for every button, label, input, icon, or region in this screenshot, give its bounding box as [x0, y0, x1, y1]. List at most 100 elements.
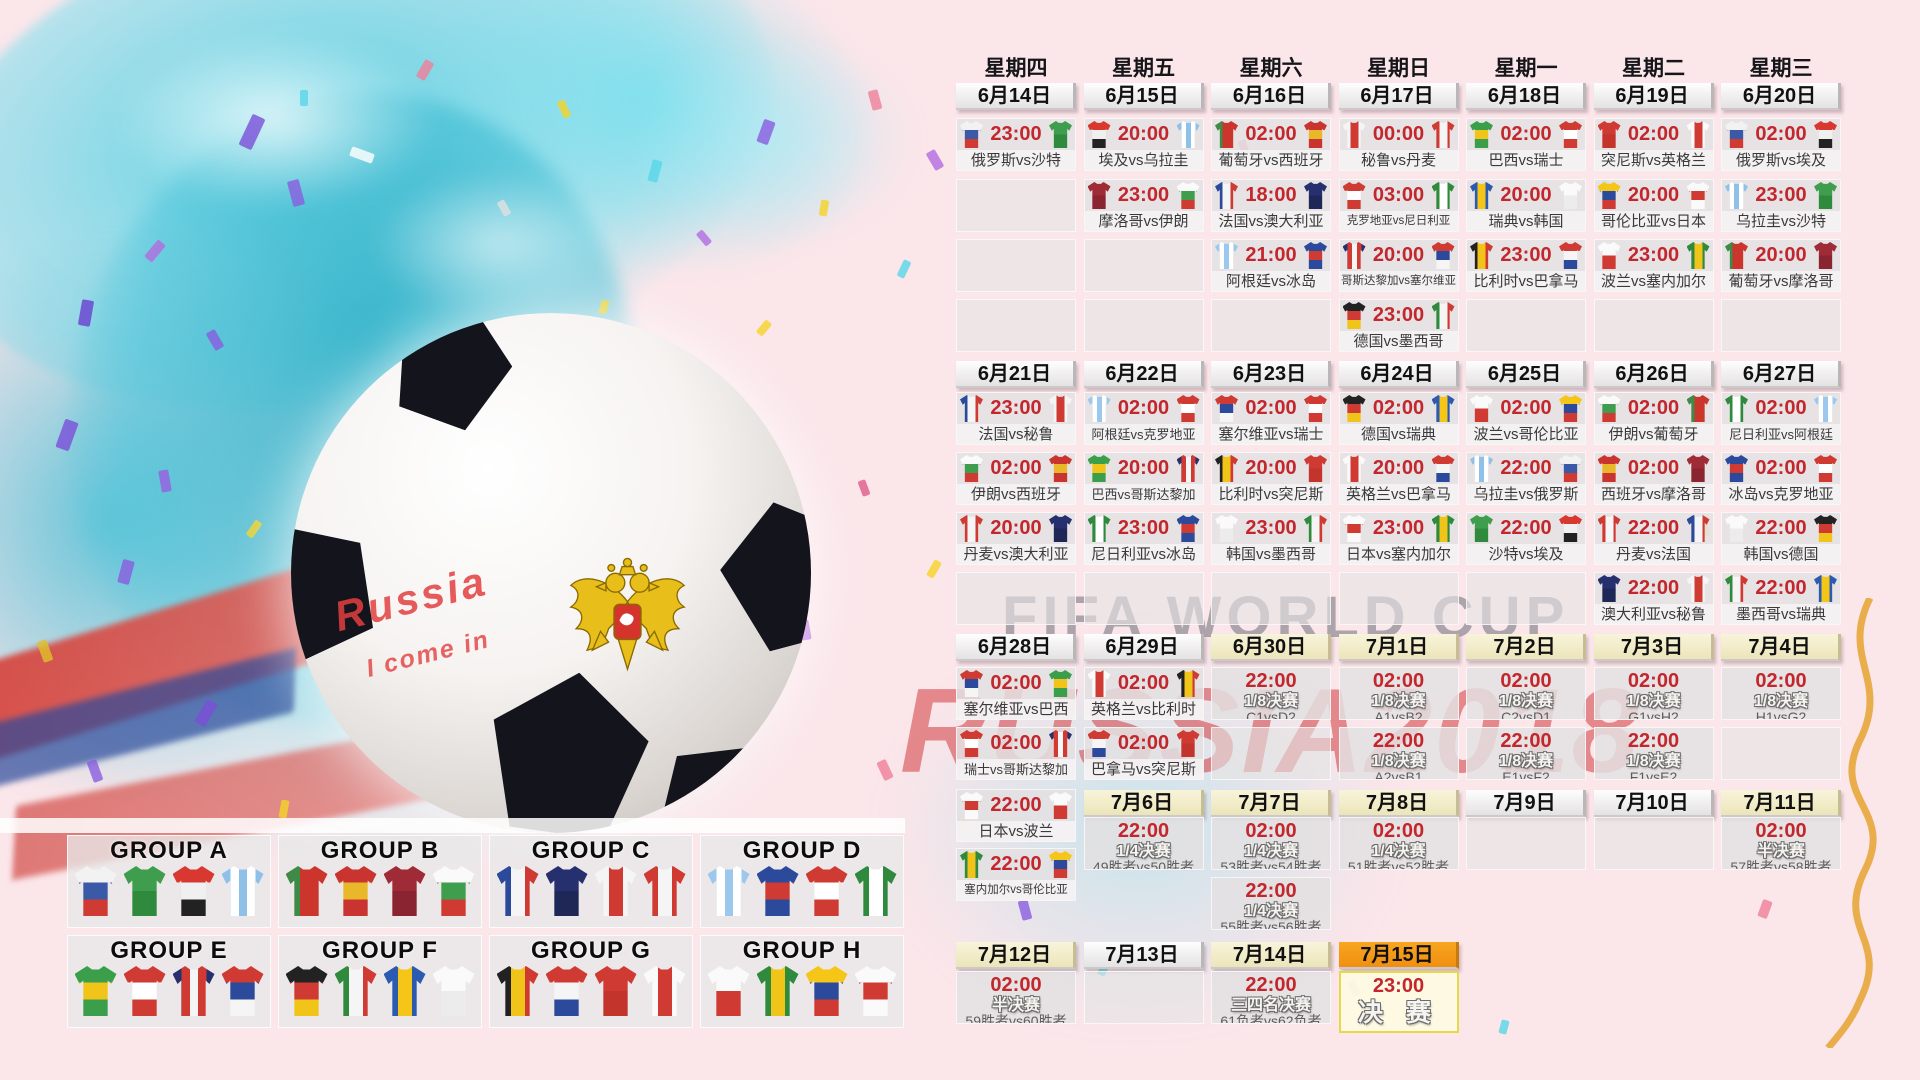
knockout-cell: 22:00 1/8决赛 A2vsB1 [1338, 727, 1459, 780]
jersey-icon [496, 966, 539, 1016]
match-cell: 22:00 塞内加尔vs哥伦比亚 [956, 848, 1076, 901]
match-row: 20:00 [1467, 180, 1585, 211]
empty-cell [1211, 727, 1331, 780]
match-time: 22:00 [1117, 820, 1170, 842]
date-box: 7月6日 [1083, 790, 1204, 817]
jersey-icon [1087, 182, 1111, 209]
jersey-icon [1814, 515, 1837, 542]
match-time: 20:00 [1245, 457, 1297, 479]
matchup-label: A1vsB2 [1374, 709, 1423, 720]
match-row: 20:00 [1340, 453, 1458, 484]
match-row: 22:00 [1467, 513, 1585, 544]
jersey-icon [1597, 182, 1621, 209]
match-row: 22:00 [1722, 573, 1840, 604]
match-cell: 22:00 丹麦vs法国 [1593, 512, 1714, 565]
team-label: 比利时vs突尼斯 [1212, 484, 1330, 504]
jersey-icon [1176, 455, 1200, 482]
match-row: 03:00 [1340, 180, 1458, 211]
date-box: 6月19日 [1593, 83, 1714, 110]
jersey-icon [643, 966, 686, 1016]
jersey-icon [1049, 792, 1072, 819]
match-cell: 23:00 波兰vs塞内加尔 [1593, 239, 1714, 292]
jersey-icon [707, 966, 750, 1016]
empty-cell [956, 572, 1076, 625]
stage-label: 1/8决赛 [1243, 693, 1299, 710]
date-box: 7月7日 [1211, 790, 1331, 817]
match-cell: 20:00 丹麦vs澳大利亚 [956, 512, 1076, 565]
jersey-icon [1814, 455, 1837, 482]
knockout-cell: 22:00 三四名决赛 61负者vs62负者 [1211, 971, 1331, 1024]
match-row: 22:00 [1722, 513, 1840, 544]
jersey-icon [545, 966, 588, 1016]
date-box: 7月2日 [1466, 634, 1586, 661]
team-label: 比利时vs巴拿马 [1467, 271, 1585, 291]
match-time: 22:00 [1245, 670, 1297, 692]
jersey-icon [960, 455, 983, 482]
match-cell: 02:00 瑞士vs哥斯达黎加 [956, 727, 1076, 780]
matchup-label: 49胜者vs50胜者 [1092, 859, 1195, 870]
group-panel: GROUP G [489, 935, 693, 1028]
date-box: 6月28日 [956, 634, 1076, 661]
jersey-icon [1049, 395, 1072, 422]
date-box: 6月27日 [1721, 361, 1841, 388]
match-cell: 02:00 德国vs瑞典 [1338, 392, 1459, 445]
knockout-cell: 02:00 半决赛 57胜者vs58胜者 [1721, 817, 1841, 870]
jersey-icon [1087, 670, 1111, 697]
match-time: 02:00 [990, 457, 1042, 479]
jersey-icon [1049, 455, 1072, 482]
date-box: 7月4日 [1721, 634, 1841, 661]
matchup-label: C1vsD2 [1246, 709, 1296, 720]
jersey-icon [1176, 182, 1200, 209]
match-row: 02:00 [1085, 728, 1203, 759]
stage-label: 1/4决赛 [1371, 843, 1426, 860]
jersey-icon [545, 866, 588, 916]
match-time: 02:00 [1245, 397, 1297, 419]
group-title: GROUP B [320, 837, 440, 864]
weekday-label: 星期六 [1239, 57, 1303, 80]
final-cell: 23:00 决 赛 [1338, 971, 1459, 1033]
match-row: 23:00 [1467, 240, 1585, 271]
match-row: 02:00 [1085, 668, 1203, 699]
team-label: 波兰vs哥伦比亚 [1467, 424, 1585, 444]
jersey-icon [805, 866, 848, 916]
weekday-label: 星期二 [1622, 57, 1685, 80]
jersey-icon [960, 730, 983, 757]
jersey-icon [1431, 395, 1455, 422]
group-jersey-row [279, 866, 481, 916]
date-box: 6月18日 [1466, 83, 1586, 110]
jersey-icon [1470, 182, 1493, 209]
match-time: 02:00 [1500, 670, 1552, 692]
match-row: 20:00 [1340, 240, 1458, 271]
team-label: 塞尔维亚vs瑞士 [1212, 424, 1330, 444]
team-label: 日本vs塞内加尔 [1339, 544, 1458, 564]
jersey-icon [1431, 182, 1455, 209]
jersey-icon [74, 966, 117, 1016]
jersey-icon [854, 866, 897, 916]
team-label: 冰岛vs克罗地亚 [1722, 484, 1840, 504]
jersey-icon [1049, 851, 1072, 878]
jersey-icon [854, 966, 897, 1016]
team-label: 墨西哥vs瑞典 [1722, 604, 1840, 624]
stage-label: 1/8决赛 [1626, 693, 1681, 710]
jersey-icon [1087, 515, 1111, 542]
team-label: 澳大利亚vs秘鲁 [1594, 604, 1713, 624]
jersey-icon [1559, 242, 1582, 269]
match-time: 02:00 [1755, 123, 1807, 145]
match-cell: 23:00 比利时vs巴拿马 [1466, 239, 1586, 292]
match-cell: 20:00 巴西vs哥斯达黎加 [1083, 452, 1204, 505]
match-row: 23:00 [1340, 300, 1458, 331]
match-time: 23:00 [1627, 244, 1680, 266]
date-box: 7月3日 [1593, 634, 1714, 661]
knockout-cell: 22:00 1/8决赛 E1vsF2 [1466, 727, 1586, 780]
jersey-icon [1304, 515, 1327, 542]
jersey-icon [1342, 455, 1366, 482]
matchup-label: 61负者vs62负者 [1220, 1013, 1322, 1024]
match-time: 23:00 [1500, 244, 1552, 266]
jersey-icon [1725, 395, 1748, 422]
match-cell: 02:00 突尼斯vs英格兰 [1593, 118, 1714, 171]
match-time: 22:00 [1627, 517, 1680, 539]
match-row: 02:00 [1212, 119, 1330, 150]
match-time: 02:00 [1627, 397, 1680, 419]
empty-cell [1083, 572, 1204, 625]
